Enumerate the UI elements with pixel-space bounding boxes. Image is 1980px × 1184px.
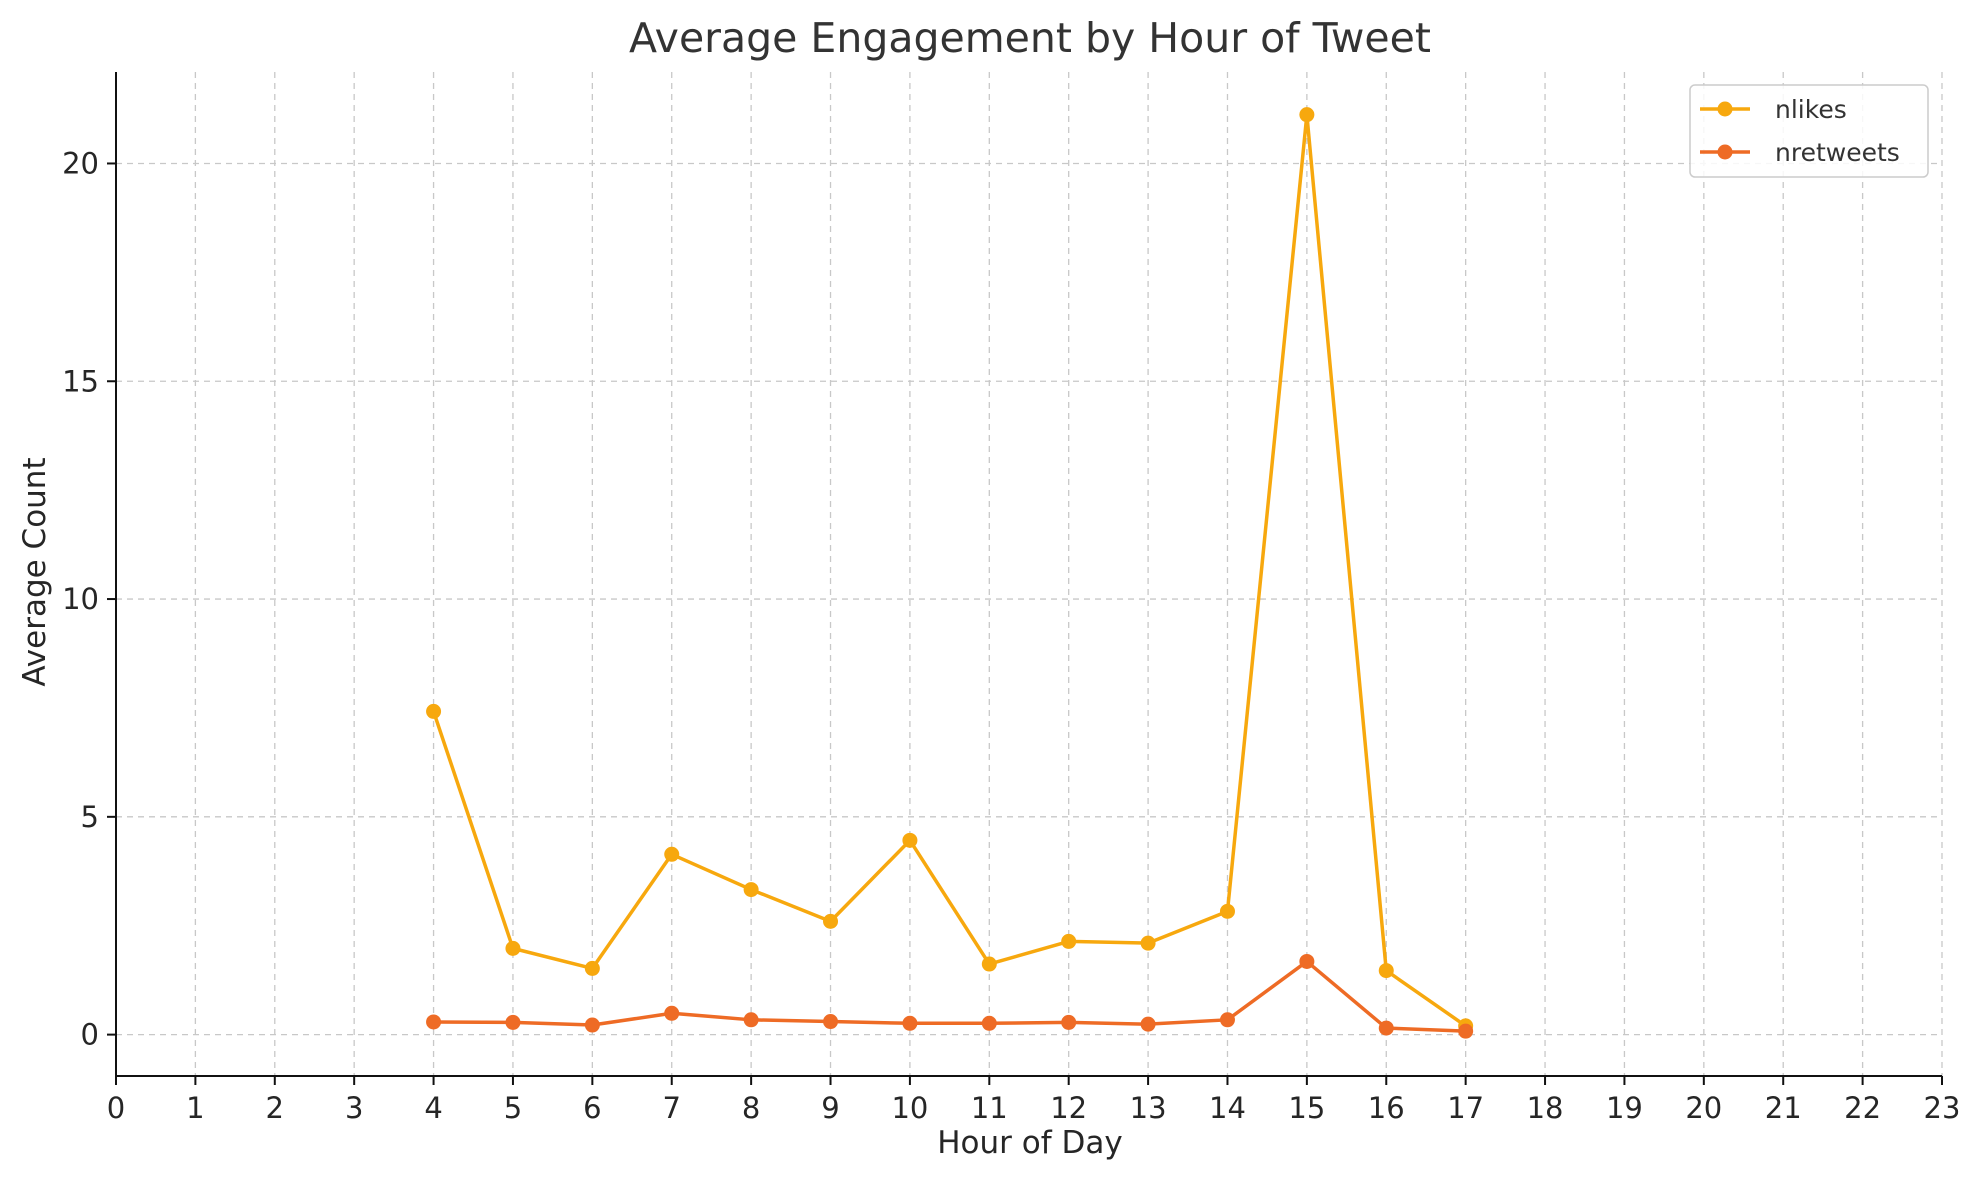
x-tick-label: 1 <box>186 1091 204 1125</box>
y-tick-label: 10 <box>62 582 99 616</box>
data-point-nlikes <box>664 846 680 862</box>
x-tick-label: 5 <box>504 1091 522 1125</box>
legend-label: nretweets <box>1775 138 1900 167</box>
data-point-nlikes <box>743 882 759 898</box>
x-axis-label: Hour of Day <box>937 1125 1122 1161</box>
data-point-nretweets <box>1299 953 1315 969</box>
data-point-nretweets <box>584 1017 600 1033</box>
series-line-nlikes <box>431 112 1467 1028</box>
x-tick-label: 19 <box>1606 1091 1643 1125</box>
data-point-nlikes <box>1299 107 1315 123</box>
x-tick-label: 17 <box>1447 1091 1484 1125</box>
data-point-nlikes <box>1219 903 1235 919</box>
data-point-nretweets <box>664 1005 680 1021</box>
x-tick-label: 23 <box>1924 1091 1961 1125</box>
data-point-nretweets <box>1219 1012 1235 1028</box>
x-tick-label: 21 <box>1765 1091 1802 1125</box>
data-point-nretweets <box>981 1015 997 1031</box>
chart-title: Average Engagement by Hour of Tweet <box>629 14 1431 62</box>
x-tick-label: 16 <box>1368 1091 1405 1125</box>
data-point-nretweets <box>505 1014 521 1030</box>
legend: nlikes nretweets <box>1689 84 1929 178</box>
data-point-nretweets <box>1061 1014 1077 1030</box>
y-tick-label: 5 <box>81 800 99 834</box>
x-tick-label: 9 <box>821 1091 839 1125</box>
data-point-nretweets <box>1378 1020 1394 1036</box>
x-tick-label: 13 <box>1130 1091 1167 1125</box>
x-tick-label: 15 <box>1288 1091 1325 1125</box>
x-tick-label: 3 <box>345 1091 363 1125</box>
x-tick-label: 11 <box>971 1091 1008 1125</box>
data-point-nretweets <box>902 1015 918 1031</box>
data-point-nlikes <box>1378 963 1394 979</box>
y-axis-label: Average Count <box>17 457 53 686</box>
series-nretweets <box>426 953 1474 1039</box>
data-point-nretweets <box>743 1012 759 1028</box>
data-point-nlikes <box>1140 935 1156 951</box>
data-point-nretweets <box>823 1014 839 1030</box>
x-tick-label: 14 <box>1209 1091 1246 1125</box>
legend-item-nlikes: nlikes <box>1700 95 1847 124</box>
data-point-nretweets <box>1458 1023 1474 1039</box>
data-point-nlikes <box>584 960 600 976</box>
x-tick-label: 22 <box>1844 1091 1881 1125</box>
axes: 0 1 2 3 4 5 6 7 8 9 10 11 12 13 14 15 16 17 18 19 20 21 22 2305… <box>62 72 1960 1125</box>
y-tick-label: 15 <box>62 364 99 398</box>
x-tick-label: 20 <box>1685 1091 1722 1125</box>
data-point-nretweets <box>426 1014 442 1030</box>
x-tick-label: 6 <box>583 1091 601 1125</box>
y-tick-label: 0 <box>81 1018 99 1052</box>
legend-item-nretweets: nretweets <box>1700 138 1900 167</box>
data-point-nlikes <box>981 956 997 972</box>
series-layer <box>426 107 1474 1039</box>
x-tick-label: 2 <box>266 1091 284 1125</box>
x-tick-label: 10 <box>891 1091 928 1125</box>
x-tick-label: 18 <box>1527 1091 1564 1125</box>
legend-marker <box>1717 101 1733 117</box>
x-tick-label: 12 <box>1050 1091 1087 1125</box>
data-point-nlikes <box>426 703 442 719</box>
x-tick-label: 4 <box>424 1091 442 1125</box>
legend-marker <box>1717 144 1733 160</box>
data-point-nlikes <box>505 940 521 956</box>
legend-label: nlikes <box>1775 95 1847 124</box>
data-point-nlikes <box>823 913 839 929</box>
x-tick-label: 8 <box>742 1091 760 1125</box>
series-nlikes <box>426 107 1474 1034</box>
data-point-nretweets <box>1140 1016 1156 1032</box>
grid <box>116 72 1943 1076</box>
x-tick-label: 0 <box>107 1091 125 1125</box>
x-tick-label: 7 <box>663 1091 681 1125</box>
data-point-nlikes <box>1061 933 1077 949</box>
series-line-nretweets <box>433 959 1466 1033</box>
y-tick-label: 20 <box>62 146 99 180</box>
data-point-nlikes <box>902 832 918 848</box>
